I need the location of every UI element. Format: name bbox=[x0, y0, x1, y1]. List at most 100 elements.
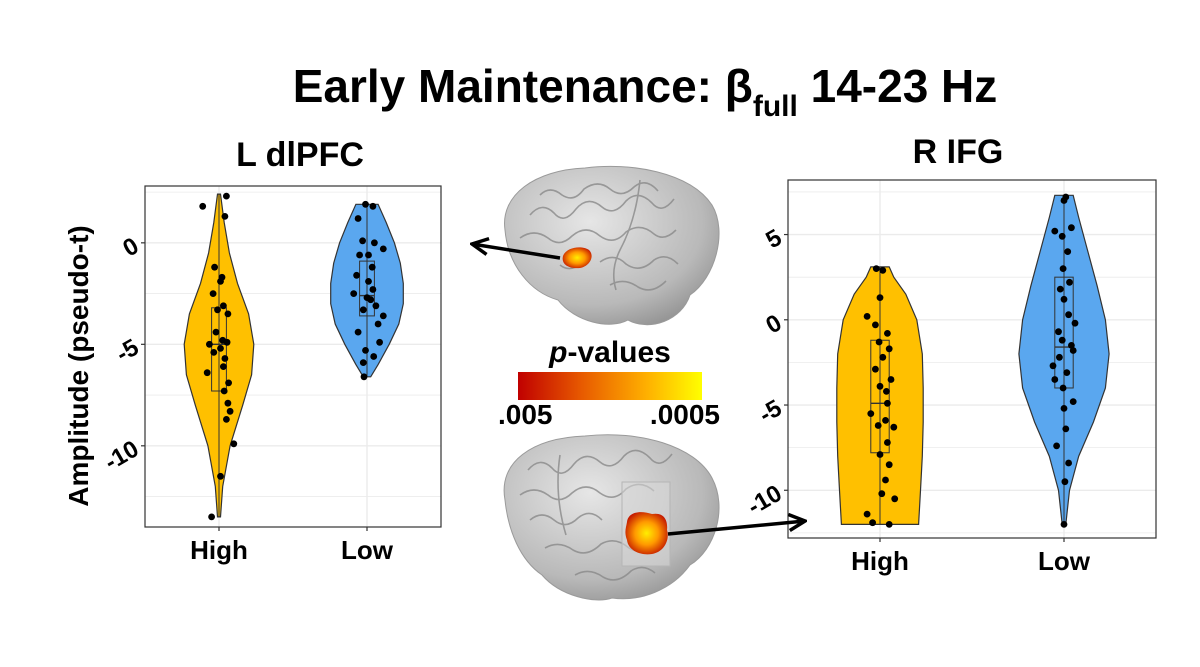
data-point bbox=[359, 359, 367, 366]
data-point bbox=[1055, 328, 1062, 336]
data-point bbox=[224, 399, 232, 407]
data-point bbox=[878, 490, 886, 498]
y-tick-label: 5 bbox=[761, 224, 786, 254]
data-point bbox=[885, 521, 893, 528]
data-point bbox=[350, 290, 358, 297]
data-point bbox=[1060, 197, 1068, 204]
data-point bbox=[371, 239, 378, 247]
data-point bbox=[1049, 362, 1057, 370]
data-point bbox=[208, 513, 216, 521]
data-point bbox=[203, 369, 211, 377]
data-point bbox=[369, 286, 377, 293]
data-point bbox=[354, 215, 362, 222]
data-point bbox=[882, 417, 889, 424]
data-point bbox=[221, 213, 229, 220]
data-point bbox=[1069, 398, 1077, 405]
data-point bbox=[359, 306, 367, 314]
data-point bbox=[1060, 405, 1068, 412]
data-point bbox=[1051, 227, 1059, 235]
data-point bbox=[1058, 336, 1066, 344]
data-point bbox=[884, 439, 891, 446]
data-point bbox=[869, 519, 876, 527]
data-point bbox=[360, 373, 368, 381]
data-point bbox=[367, 296, 375, 304]
data-point bbox=[867, 410, 875, 417]
data-point bbox=[1068, 342, 1075, 349]
data-point bbox=[220, 387, 228, 395]
panel-title-right: R IFG bbox=[913, 133, 1004, 171]
figure-title: Early Maintenance: βfull 14-23 Hz bbox=[293, 60, 998, 123]
data-point bbox=[875, 338, 883, 346]
data-point bbox=[1063, 369, 1071, 376]
data-point bbox=[224, 310, 232, 318]
data-point bbox=[1069, 347, 1077, 354]
y-tick-label: -5 bbox=[755, 395, 787, 429]
title-subscript: full bbox=[753, 90, 798, 123]
data-point bbox=[882, 476, 889, 484]
data-point bbox=[876, 294, 884, 301]
data-point bbox=[370, 353, 378, 360]
data-point bbox=[209, 290, 217, 297]
brain-bottom-image bbox=[503, 434, 720, 601]
data-point bbox=[1056, 353, 1063, 361]
data-point bbox=[872, 365, 879, 373]
colorbar-title: p-values bbox=[548, 336, 671, 369]
y-tick-label: 0 bbox=[118, 232, 143, 262]
data-point bbox=[863, 313, 871, 320]
data-point bbox=[885, 345, 893, 353]
data-point bbox=[1068, 224, 1075, 232]
data-point bbox=[1059, 384, 1067, 392]
data-point bbox=[220, 363, 227, 370]
violin-panel-left: 0 -5 -10 High Low bbox=[100, 185, 442, 565]
plot-border bbox=[787, 179, 1157, 539]
data-point bbox=[376, 338, 383, 346]
activation-blob-bottom bbox=[625, 512, 668, 555]
data-point bbox=[883, 388, 890, 395]
data-point bbox=[884, 399, 891, 407]
data-point bbox=[1051, 376, 1059, 383]
p-value-colorbar: p-values .005 .0005 bbox=[498, 336, 720, 430]
colorbar-gradient bbox=[518, 372, 702, 400]
data-point bbox=[210, 349, 218, 356]
data-point bbox=[359, 237, 366, 245]
data-point bbox=[212, 328, 220, 336]
data-point bbox=[379, 312, 387, 320]
brain-top-image bbox=[504, 165, 720, 326]
data-point bbox=[379, 245, 387, 253]
arrow-to-left-panel bbox=[472, 244, 561, 260]
data-point bbox=[1062, 425, 1070, 433]
plot-border bbox=[144, 185, 442, 528]
data-point bbox=[885, 461, 893, 469]
data-point bbox=[1071, 319, 1079, 327]
title-suffix: 14-23 Hz bbox=[798, 60, 997, 112]
data-point bbox=[365, 278, 372, 285]
y-tick-label: -10 bbox=[100, 435, 144, 476]
y-tick-label: -10 bbox=[743, 480, 787, 521]
data-point bbox=[226, 407, 234, 415]
data-point bbox=[879, 267, 887, 274]
data-point bbox=[217, 345, 224, 352]
y-axis-label: Amplitude (pseudo-t) bbox=[63, 225, 94, 507]
panel-title-left: L dlPFC bbox=[236, 136, 364, 174]
data-point bbox=[230, 440, 238, 448]
x-tick-label-high: High bbox=[851, 546, 909, 576]
brain-bottom-shape bbox=[503, 434, 720, 601]
data-point bbox=[1060, 521, 1068, 528]
data-point bbox=[890, 423, 898, 431]
data-point bbox=[206, 340, 213, 348]
colorbar-max-label: .0005 bbox=[650, 399, 720, 430]
data-point bbox=[1061, 478, 1069, 486]
x-tick-label-low: Low bbox=[1038, 546, 1091, 576]
data-point bbox=[884, 330, 891, 337]
data-point bbox=[368, 263, 376, 271]
violin-panel-right: 5 0 -5 -10 High Low bbox=[743, 179, 1157, 576]
data-point bbox=[372, 302, 380, 310]
x-tick-label-high: High bbox=[190, 535, 248, 565]
y-tick-label: 0 bbox=[761, 309, 786, 339]
data-point bbox=[1058, 232, 1066, 240]
activation-blob-top bbox=[562, 247, 592, 269]
data-point bbox=[211, 263, 219, 271]
data-point bbox=[887, 376, 895, 383]
data-point bbox=[362, 200, 369, 208]
